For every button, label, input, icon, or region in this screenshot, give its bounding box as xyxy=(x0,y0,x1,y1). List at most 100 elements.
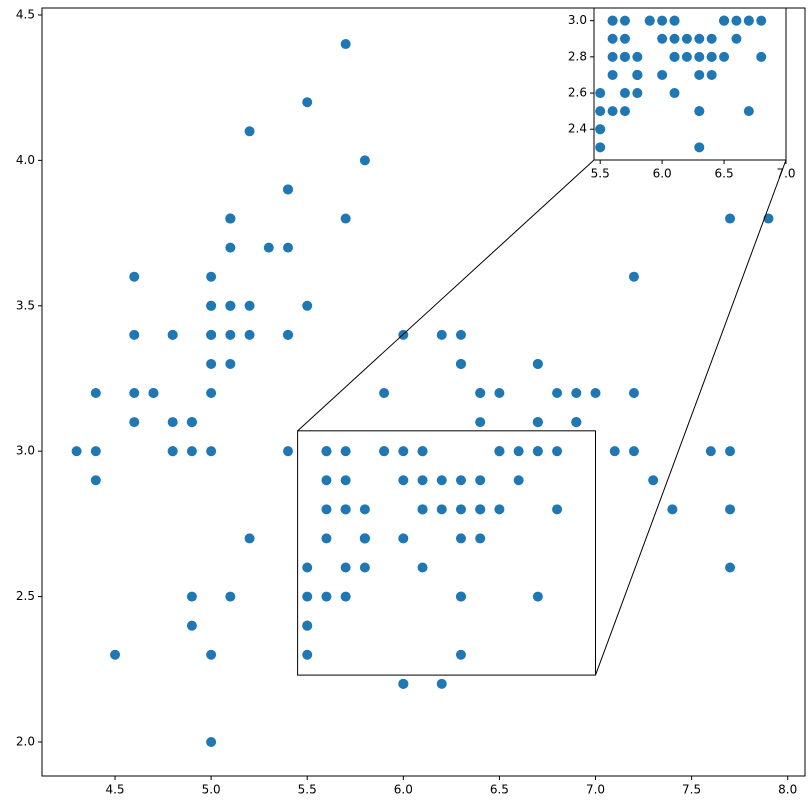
point xyxy=(302,562,313,573)
point xyxy=(206,271,217,282)
point xyxy=(475,475,486,486)
point xyxy=(532,358,543,369)
point xyxy=(417,504,428,515)
point xyxy=(90,475,101,486)
point xyxy=(398,446,409,457)
point xyxy=(379,388,390,399)
points xyxy=(71,39,774,747)
point xyxy=(475,417,486,428)
point xyxy=(417,446,428,457)
point xyxy=(719,15,730,26)
point xyxy=(340,504,351,515)
point xyxy=(340,39,351,50)
point xyxy=(607,15,618,26)
point xyxy=(681,33,692,44)
point xyxy=(206,736,217,747)
point xyxy=(455,504,466,515)
point xyxy=(532,417,543,428)
point xyxy=(571,388,582,399)
point xyxy=(669,88,680,99)
point xyxy=(694,33,705,44)
x-tick-label: 7.0 xyxy=(586,783,605,797)
point xyxy=(206,446,217,457)
point xyxy=(417,475,428,486)
point xyxy=(619,33,630,44)
point xyxy=(263,242,274,253)
x-tick-label: 5.5 xyxy=(298,783,317,797)
point xyxy=(129,271,140,282)
point xyxy=(521,0,531,8)
point xyxy=(628,271,639,282)
point xyxy=(494,446,505,457)
point xyxy=(244,329,255,340)
x-tick-label: 7.5 xyxy=(682,783,701,797)
point xyxy=(681,51,692,62)
point xyxy=(244,126,255,137)
point xyxy=(657,33,668,44)
point xyxy=(756,15,767,26)
point xyxy=(657,69,668,80)
zoom-connector xyxy=(595,159,787,676)
point xyxy=(340,213,351,224)
zoom-box xyxy=(297,430,597,676)
point xyxy=(694,142,705,153)
point xyxy=(669,15,680,26)
point xyxy=(455,329,466,340)
point xyxy=(595,124,606,135)
point xyxy=(619,15,630,26)
point xyxy=(725,446,736,457)
point xyxy=(706,51,717,62)
point xyxy=(628,446,639,457)
point xyxy=(359,562,370,573)
point xyxy=(619,51,630,62)
point xyxy=(607,69,618,80)
point xyxy=(669,33,680,44)
point xyxy=(148,388,159,399)
point xyxy=(475,504,486,515)
point xyxy=(302,300,313,311)
point xyxy=(167,417,178,428)
point xyxy=(340,446,351,457)
point xyxy=(302,649,313,660)
point xyxy=(694,106,705,117)
point xyxy=(725,504,736,515)
zoom-connector xyxy=(297,159,595,432)
point xyxy=(436,678,447,689)
point xyxy=(763,213,774,224)
point xyxy=(769,0,779,8)
point xyxy=(806,16,811,26)
point xyxy=(186,591,197,602)
point xyxy=(321,504,332,515)
point xyxy=(484,0,494,8)
point xyxy=(359,155,370,166)
point xyxy=(725,562,736,573)
point xyxy=(455,649,466,660)
point xyxy=(731,33,742,44)
point xyxy=(632,51,643,62)
x-tick-label: 8.0 xyxy=(778,783,797,797)
point xyxy=(206,358,217,369)
point xyxy=(302,591,313,602)
y-tick-label: 2.0 xyxy=(16,734,35,748)
point xyxy=(186,417,197,428)
point xyxy=(508,0,518,8)
point xyxy=(744,0,754,8)
point xyxy=(321,446,332,457)
point xyxy=(475,533,486,544)
point xyxy=(657,15,668,26)
point xyxy=(359,533,370,544)
point xyxy=(644,15,655,26)
y-tick-label: 4.5 xyxy=(16,7,35,21)
point xyxy=(225,242,236,253)
x-tick-label: 4.5 xyxy=(105,783,124,797)
point xyxy=(398,475,409,486)
x-tick-label: 6.0 xyxy=(653,167,672,181)
point xyxy=(455,533,466,544)
point xyxy=(129,417,140,428)
point xyxy=(110,649,121,660)
point xyxy=(648,475,659,486)
point xyxy=(90,388,101,399)
point xyxy=(71,446,82,457)
